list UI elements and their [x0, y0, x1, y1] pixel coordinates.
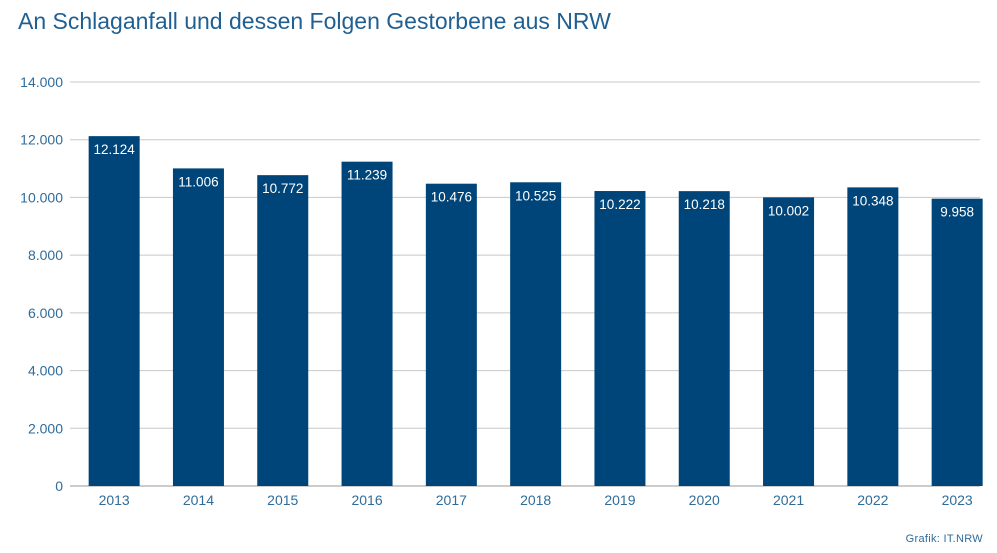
x-tick-label: 2019: [604, 492, 635, 508]
bar-value-label: 10.772: [262, 181, 303, 196]
x-tick-label: 2021: [773, 492, 804, 508]
y-axis-tick-labels: 0 2.000 4.000 6.000 8.000 10.000 12.000 14.000: [20, 74, 63, 494]
bar: [425, 183, 477, 486]
bar-value-label: 10.218: [684, 197, 725, 212]
chart-title: An Schlaganfall und dessen Folgen Gestor…: [18, 8, 611, 34]
bar-value-label: 12.124: [94, 142, 136, 157]
x-tick-label: 2023: [942, 492, 973, 508]
x-tick-label: 2016: [351, 492, 382, 508]
bar-value-labels: 12.124 11.006 10.772 11.239 10.476 10.525 10.2…: [94, 142, 975, 220]
bar: [931, 198, 983, 486]
y-tick-label: 14.000: [20, 74, 63, 90]
bar: [88, 136, 140, 487]
x-tick-label: 2013: [99, 492, 130, 508]
bar: [257, 175, 309, 486]
x-tick-label: 2022: [857, 492, 888, 508]
x-tick-label: 2015: [267, 492, 298, 508]
bar-value-label: 10.525: [515, 188, 556, 203]
y-tick-label: 12.000: [20, 132, 63, 148]
bar-value-label: 11.239: [347, 168, 387, 183]
bar-value-label: 10.222: [599, 197, 640, 212]
y-tick-label: 4.000: [28, 363, 63, 379]
bars: [88, 136, 983, 487]
y-tick-label: 8.000: [28, 247, 63, 263]
bar: [594, 191, 646, 487]
bar: [678, 191, 730, 487]
x-tick-label: 2018: [520, 492, 551, 508]
y-tick-label: 2.000: [28, 420, 63, 436]
bar-value-label: 10.348: [852, 193, 893, 208]
y-tick-label: 10.000: [20, 189, 63, 205]
bar: [763, 197, 815, 486]
bar-value-label: 11.006: [178, 174, 218, 189]
bar: [510, 182, 562, 486]
x-tick-label: 2014: [183, 492, 214, 508]
bar-value-label: 10.002: [768, 203, 809, 218]
bar: [847, 187, 899, 486]
source-credit: Grafik: IT.NRW: [905, 533, 983, 545]
x-axis-tick-labels: 2013 2014 2015 2016 2017 2018 2019 2020 2021 2022…: [99, 492, 973, 508]
y-tick-label: 6.000: [28, 305, 63, 321]
y-tick-label: 0: [55, 478, 63, 494]
bar: [172, 168, 224, 486]
bar: [341, 161, 393, 487]
bar-value-label: 9.958: [940, 205, 974, 220]
bar-value-label: 10.476: [431, 190, 472, 205]
x-tick-label: 2020: [689, 492, 720, 508]
x-tick-label: 2017: [436, 492, 467, 508]
